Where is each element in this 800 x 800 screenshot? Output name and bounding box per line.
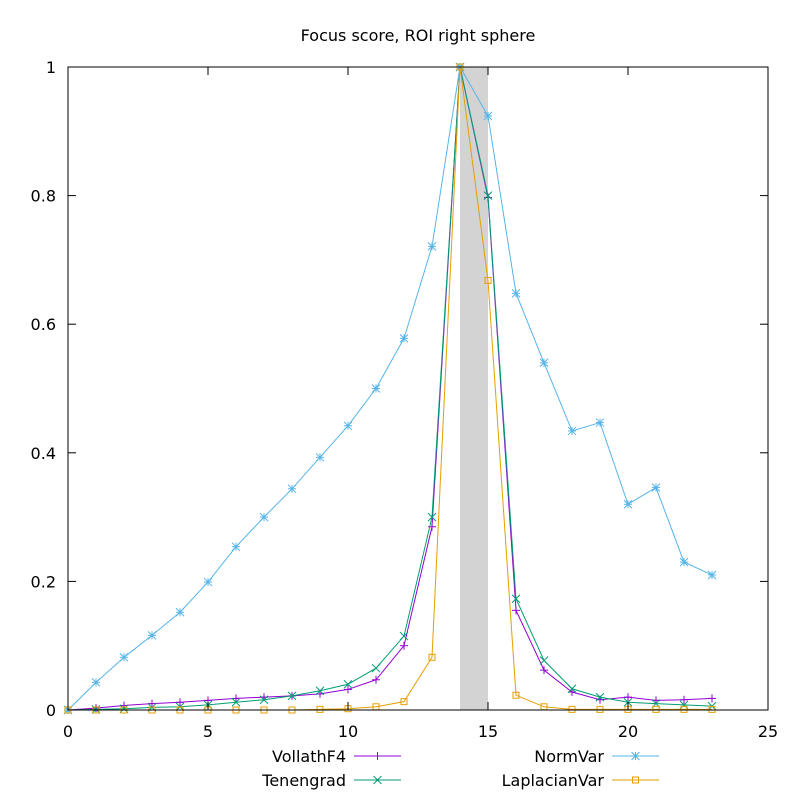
data-point-normvar: [147, 631, 157, 640]
legend-label: VollathF4: [272, 747, 346, 766]
data-point-laplacianvar: [316, 705, 324, 713]
chart-title: Focus score, ROI right sphere: [301, 26, 536, 45]
data-point-normvar: [679, 557, 689, 567]
data-point-laplacianvar: [680, 705, 688, 713]
legend-item-laplacianvar: LaplacianVar: [502, 771, 659, 790]
data-point-vollathf4: [708, 694, 716, 703]
data-point-normvar: [427, 242, 437, 251]
data-point-normvar: [259, 512, 269, 522]
data-point-laplacianvar: [400, 698, 408, 706]
data-point-normvar: [539, 358, 549, 368]
legend-marker-vollathf4: [373, 752, 382, 760]
data-point-tenengrad: [567, 684, 577, 694]
data-point-tenengrad: [343, 679, 353, 689]
legend-marker-tenengrad: [373, 775, 382, 785]
highlight-band: [460, 67, 488, 710]
data-point-vollathf4: [344, 685, 352, 694]
data-point-vollathf4: [680, 695, 688, 704]
data-point-vollathf4: [624, 693, 632, 702]
x-tick-label: 25: [758, 722, 778, 741]
x-tick-label: 10: [338, 722, 358, 741]
x-tick-label: 5: [203, 722, 213, 741]
series-line-tenengrad: [67, 66, 713, 711]
x-tick-label: 20: [618, 722, 638, 741]
data-point-vollathf4: [512, 606, 520, 615]
legend-marker-laplacianvar: [632, 776, 639, 784]
data-point-laplacianvar: [428, 653, 436, 661]
data-point-normvar: [231, 542, 241, 552]
data-point-tenengrad: [399, 631, 409, 641]
data-point-tenengrad: [483, 191, 493, 200]
x-tick-label: 0: [63, 722, 73, 741]
data-point-vollathf4: [372, 675, 380, 684]
data-point-normvar: [511, 288, 521, 298]
y-tick-label: 0.6: [31, 315, 56, 334]
data-point-tenengrad: [595, 692, 605, 702]
data-point-normvar: [91, 677, 101, 687]
legend-label: NormVar: [534, 747, 604, 766]
highlight-band-layer: [460, 67, 488, 710]
series-line-normvar: [67, 65, 713, 711]
legend-label: LaplacianVar: [502, 771, 605, 790]
data-point-tenengrad: [511, 594, 521, 604]
data-point-tenengrad: [287, 691, 297, 701]
data-point-laplacianvar: [568, 705, 576, 713]
data-point-normvar: [343, 421, 353, 431]
data-point-tenengrad: [259, 695, 269, 705]
y-tick-label: 1: [46, 58, 56, 77]
y-tick-label: 0: [46, 701, 56, 720]
y-tick-label: 0.2: [31, 572, 56, 591]
data-point-tenengrad: [371, 663, 381, 673]
data-point-tenengrad: [315, 686, 325, 696]
legend-item-tenengrad: Tenengrad: [261, 771, 401, 790]
data-point-normvar: [707, 570, 717, 580]
legend-marker-normvar: [631, 751, 640, 761]
legend-item-vollathf4: VollathF4: [272, 747, 401, 766]
data-point-laplacianvar: [484, 276, 492, 284]
data-point-normvar: [203, 577, 213, 587]
axis-layer: 0 5 10 15 20 25 0 0.2 0.4 0.6 0.8 1: [31, 58, 779, 741]
data-point-laplacianvar: [652, 705, 660, 713]
plot-frame: [67, 66, 769, 711]
legend-item-normvar: NormVar: [534, 747, 659, 766]
data-point-vollathf4: [540, 666, 548, 675]
data-point-normvar: [315, 452, 325, 462]
y-tick-label: 0.4: [31, 444, 56, 463]
legend-label: Tenengrad: [261, 771, 346, 790]
data-point-normvar: [119, 652, 129, 662]
data-point-laplacianvar: [708, 705, 716, 713]
x-tick-label: 15: [478, 722, 498, 741]
data-point-vollathf4: [232, 694, 240, 703]
data-point-tenengrad: [427, 512, 437, 522]
series-line-vollathf4: [67, 66, 713, 711]
data-point-tenengrad: [231, 697, 241, 707]
data-point-normvar: [175, 607, 185, 617]
data-point-normvar: [287, 484, 297, 494]
data-point-normvar: [623, 499, 633, 509]
data-point-vollathf4: [400, 641, 408, 650]
data-point-laplacianvar: [512, 691, 520, 699]
data-point-normvar: [399, 333, 409, 343]
series-normvar: [63, 62, 717, 715]
data-point-vollathf4: [176, 698, 184, 707]
data-point-normvar: [567, 426, 577, 436]
y-tick-label: 0.8: [31, 187, 56, 206]
data-point-tenengrad: [539, 656, 549, 665]
data-point-normvar: [483, 111, 493, 121]
data-point-vollathf4: [148, 699, 156, 708]
legend: VollathF4 Tenengrad NormVar LaplacianVar: [261, 747, 659, 790]
data-point-normvar: [371, 384, 381, 393]
data-point-normvar: [651, 483, 661, 492]
data-point-normvar: [595, 418, 605, 427]
data-point-laplacianvar: [596, 705, 604, 713]
